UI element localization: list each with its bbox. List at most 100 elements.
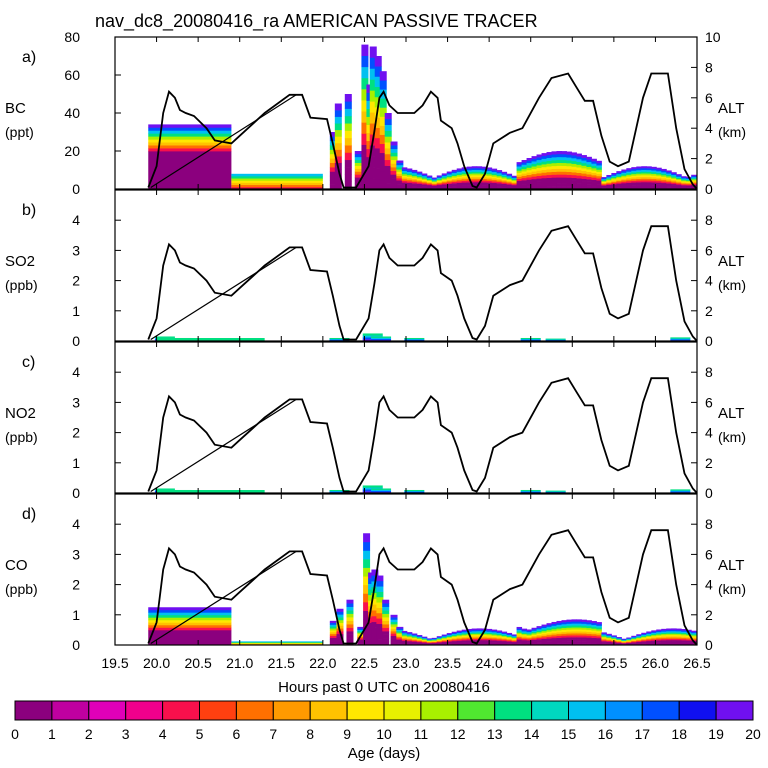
colorbar-swatch	[162, 700, 201, 721]
colorbar-swatch	[678, 700, 717, 721]
altitude-ferry-line	[150, 550, 297, 644]
colorbar-label: Age (days)	[348, 745, 421, 762]
alt-label: ALT	[718, 100, 744, 117]
y-tick-label: 4	[72, 212, 80, 228]
y-tick-label: 60	[64, 67, 80, 83]
alt-tick-label: 4	[705, 273, 713, 289]
y-tick-label: 40	[64, 105, 80, 121]
y-tick-label: 4	[72, 364, 80, 380]
alt-label: ALT	[718, 557, 744, 574]
colorbar-swatch	[604, 700, 643, 721]
alt-tick-label: 4	[705, 120, 713, 136]
alt-tick-label: 0	[705, 181, 713, 197]
alt-tick-label: 6	[705, 546, 713, 562]
panel-bc: 0 20 40 60 80 0 2 4 6 8 10 a) BC (ppt) ALT (km)	[5, 29, 746, 197]
alt-unit-label: (km)	[718, 429, 746, 445]
altitude-ferry-line	[150, 94, 297, 188]
x-axis-label: Hours past 0 UTC on 20080416	[278, 679, 490, 696]
colorbar-tick-label: 0	[11, 726, 19, 742]
unit-label: (ppt)	[5, 124, 34, 140]
x-tick-label: 25.0	[559, 655, 586, 671]
species-label: NO2	[5, 405, 36, 422]
y-tick-label: 0	[72, 637, 80, 653]
alt-tick-label: 0	[705, 637, 713, 653]
colorbar-swatch	[14, 700, 53, 721]
y-tick-label: 1	[72, 455, 80, 471]
alt-tick-label: 6	[705, 90, 713, 106]
alt-tick-label: 8	[705, 59, 713, 75]
colorbar-tick-label: 16	[598, 726, 614, 742]
x-tick-label: 24.0	[476, 655, 503, 671]
colorbar-tick-label: 6	[233, 726, 241, 742]
y-tick-label: 80	[64, 29, 80, 45]
species-label: SO2	[5, 253, 35, 270]
alt-tick-label: 6	[705, 242, 713, 258]
colorbar-swatch	[715, 700, 754, 721]
colorbar-swatch	[272, 700, 311, 721]
alt-label: ALT	[718, 253, 744, 270]
panel-letter: b)	[22, 202, 36, 219]
x-tick-label: 24.5	[517, 655, 544, 671]
alt-tick-label: 2	[705, 607, 713, 623]
colorbar-tick-label: 12	[450, 726, 466, 742]
unit-label: (ppb)	[5, 277, 38, 293]
altitude-ferry-line	[150, 246, 297, 340]
panel-co: 0 1 2 3 4 0 2 4 6 8 d) CO (ppb) ALT (km)	[5, 493, 746, 653]
colorbar-swatch	[420, 700, 459, 721]
colorbar-tick-label: 5	[196, 726, 204, 742]
colorbar-tick-label: 14	[524, 726, 540, 742]
colorbar-tick-label: 20	[745, 726, 761, 742]
x-tick-label: 20.0	[143, 655, 170, 671]
y-tick-label: 3	[72, 242, 80, 258]
alt-tick-label: 2	[705, 455, 713, 471]
x-tick-label: 22.5	[351, 655, 378, 671]
y-tick-label: 3	[72, 546, 80, 562]
tracer-fill	[154, 333, 691, 341]
colorbar-swatch	[235, 700, 274, 721]
panels-group: 0204060800246810a)BC(ppt)ALT(km)01234024…	[5, 29, 746, 671]
colorbar-tick-label: 10	[376, 726, 392, 742]
colorbar-swatch	[199, 700, 237, 721]
alt-unit-label: (km)	[718, 277, 746, 293]
panel-letter: d)	[22, 506, 36, 523]
tracer-fill	[154, 485, 691, 493]
y-tick-label: 0	[72, 485, 80, 501]
x-tick-label: 23.5	[434, 655, 461, 671]
colorbar-tick-label: 15	[561, 726, 577, 742]
alt-unit-label: (km)	[718, 124, 746, 140]
altitude-ferry-line	[150, 398, 297, 492]
colorbar-swatch	[531, 700, 569, 721]
alt-tick-label: 2	[705, 303, 713, 319]
x-tick-label: 26.0	[642, 655, 669, 671]
colorbar-tick-label: 13	[487, 726, 503, 742]
alt-tick-label: 0	[705, 485, 713, 501]
colorbar-tick-label: 3	[122, 726, 130, 742]
colorbar-tick-label: 19	[708, 726, 724, 742]
colorbar-swatch	[51, 700, 90, 721]
alt-tick-label: 6	[705, 394, 713, 410]
x-tick-label: 26.5	[683, 655, 710, 671]
y-tick-label: 0	[72, 333, 80, 349]
colorbar-tick-label: 4	[159, 726, 167, 742]
unit-label: (ppb)	[5, 581, 38, 597]
species-label: CO	[5, 557, 28, 574]
colorbar-tick-label: 7	[269, 726, 277, 742]
colorbar-tick-label: 11	[414, 726, 429, 742]
tracer-fill	[148, 533, 697, 645]
colorbar-tick-label: 1	[48, 726, 56, 742]
alt-tick-label: 2	[705, 151, 713, 167]
colorbar-tick-label: 9	[343, 726, 351, 742]
tracer-fill	[148, 44, 697, 189]
colorbar-swatch	[309, 700, 348, 721]
x-tick-label: 19.5	[101, 655, 128, 671]
colorbar-swatch	[383, 700, 422, 721]
altitude-line	[147, 377, 698, 494]
panel-no2: 0 1 2 3 4 0 2 4 6 8 c) NO2 (ppb) ALT (km)	[5, 341, 746, 501]
colorbar-swatch	[125, 700, 164, 721]
colorbar-tick-label: 8	[306, 726, 314, 742]
y-tick-label: 4	[72, 516, 80, 532]
alt-tick-label: 0	[705, 333, 713, 349]
x-tick-label: 22.0	[309, 655, 336, 671]
y-tick-label: 2	[72, 273, 80, 289]
